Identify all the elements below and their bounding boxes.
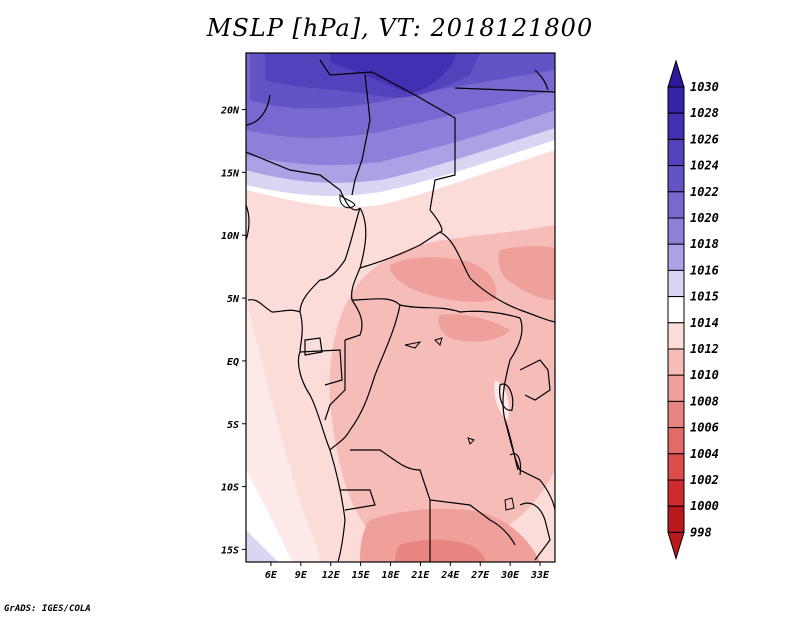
lon-label: 15E bbox=[352, 570, 371, 581]
colorbar-label: 1006 bbox=[690, 421, 719, 435]
colorbar-segment bbox=[667, 400, 685, 429]
lat-label: 10N bbox=[221, 231, 240, 242]
lon-label: 6E bbox=[265, 570, 278, 581]
colorbar-label: 1016 bbox=[690, 263, 719, 277]
pressure-field bbox=[246, 53, 555, 562]
colorbar-segment bbox=[667, 479, 685, 507]
colorbar-segment bbox=[667, 348, 685, 376]
longitude-axis: 6E 9E 12E 15E 18E 21E 24E 27E 30E 33E bbox=[265, 562, 550, 581]
map-title: MSLP [hPa], VT: 2018121800 bbox=[206, 14, 594, 42]
colorbar-arrow-bottom bbox=[667, 531, 685, 561]
lat-label: 15N bbox=[221, 168, 240, 179]
colorbar-label: 1030 bbox=[690, 80, 719, 94]
lon-label: 33E bbox=[530, 570, 550, 581]
lon-label: 18E bbox=[382, 570, 401, 581]
colorbar-arrow-top bbox=[667, 59, 685, 88]
colorbar-label: 998 bbox=[690, 525, 712, 539]
colorbar-label: 1022 bbox=[690, 185, 719, 199]
colorbar-segment bbox=[667, 86, 685, 114]
colorbar-segment bbox=[667, 505, 685, 533]
lat-label: 5S bbox=[227, 420, 239, 431]
lat-label: 10S bbox=[221, 483, 239, 494]
colorbar-label: 1026 bbox=[690, 132, 719, 146]
colorbar-segment bbox=[667, 296, 685, 324]
grads-credit: GrADS: IGES/COLA bbox=[4, 604, 91, 614]
colorbar-label: 1012 bbox=[690, 342, 719, 356]
colorbar-segment bbox=[667, 427, 685, 455]
colorbar-label: 1018 bbox=[690, 237, 719, 251]
country-borders bbox=[246, 59, 555, 562]
colorbar-label: 1015 bbox=[690, 290, 719, 304]
colorbar-label: 1014 bbox=[690, 316, 719, 330]
lat-label: 20N bbox=[220, 106, 240, 117]
colorbar-label: 1028 bbox=[690, 106, 719, 120]
lat-label: EQ bbox=[227, 357, 239, 368]
map-frame bbox=[245, 52, 556, 563]
colorbar-label: 1008 bbox=[690, 394, 719, 408]
lon-label: 12E bbox=[322, 570, 341, 581]
lon-label: 21E bbox=[410, 570, 430, 581]
colorbar-segment bbox=[667, 112, 685, 140]
colorbar-label: 1010 bbox=[690, 368, 719, 382]
colorbar-segment bbox=[667, 243, 685, 271]
lon-label: 30E bbox=[500, 570, 520, 581]
colorbar-label: 1002 bbox=[690, 473, 719, 487]
colorbar-segment bbox=[667, 217, 685, 245]
colorbar: 1030 1028 1026 1024 1022 1020 1018 1016 1015 1014… bbox=[667, 59, 719, 561]
colorbar-segment bbox=[667, 453, 685, 481]
colorbar-label: 1024 bbox=[690, 159, 719, 173]
lon-label: 27E bbox=[470, 570, 490, 581]
lon-label: 24E bbox=[440, 570, 460, 581]
colorbar-segment bbox=[667, 138, 685, 167]
colorbar-label: 1000 bbox=[690, 499, 719, 513]
colorbar-label: 1020 bbox=[690, 211, 719, 225]
lat-label: 5N bbox=[227, 294, 240, 305]
colorbar-segment bbox=[667, 269, 685, 298]
lon-label: 9E bbox=[295, 570, 308, 581]
colorbar-segment bbox=[667, 322, 685, 350]
colorbar-label: 1004 bbox=[690, 447, 719, 461]
colorbar-segment bbox=[667, 374, 685, 402]
colorbar-segment bbox=[667, 191, 685, 219]
colorbar-segment bbox=[667, 165, 685, 193]
lat-label: 15S bbox=[221, 545, 239, 556]
lakes bbox=[339, 193, 515, 511]
latitude-axis: 20N 15N 10N 5N EQ 5S 10S 15S bbox=[220, 106, 246, 556]
